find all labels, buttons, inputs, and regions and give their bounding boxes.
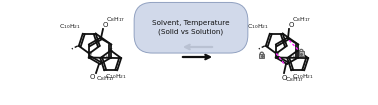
FancyBboxPatch shape — [259, 54, 264, 58]
Text: Solvent, Temperature
(Solid vs Solution): Solvent, Temperature (Solid vs Solution) — [152, 20, 230, 35]
Text: C$_{10}$H$_{21}$: C$_{10}$H$_{21}$ — [292, 72, 314, 81]
Text: C$_8$H$_{17}$: C$_8$H$_{17}$ — [292, 15, 311, 24]
Text: C$_{10}$H$_{21}$: C$_{10}$H$_{21}$ — [59, 22, 81, 31]
Text: C$_8$H$_{17}$: C$_8$H$_{17}$ — [285, 75, 304, 84]
Text: O: O — [103, 22, 108, 28]
Text: S: S — [274, 51, 278, 56]
Text: O: O — [289, 22, 294, 28]
Text: S: S — [109, 48, 113, 53]
Text: S: S — [296, 48, 300, 53]
Text: C$_{10}$H$_{21}$: C$_{10}$H$_{21}$ — [247, 22, 269, 31]
Text: C$_{10}$H$_{21}$: C$_{10}$H$_{21}$ — [105, 72, 127, 81]
Text: O: O — [90, 74, 95, 80]
Text: O: O — [281, 75, 287, 81]
Text: C$_8$H$_{17}$: C$_8$H$_{17}$ — [106, 15, 125, 24]
Text: S: S — [87, 51, 91, 56]
FancyBboxPatch shape — [299, 51, 304, 56]
Text: C$_8$H$_{17}$: C$_8$H$_{17}$ — [96, 74, 115, 83]
